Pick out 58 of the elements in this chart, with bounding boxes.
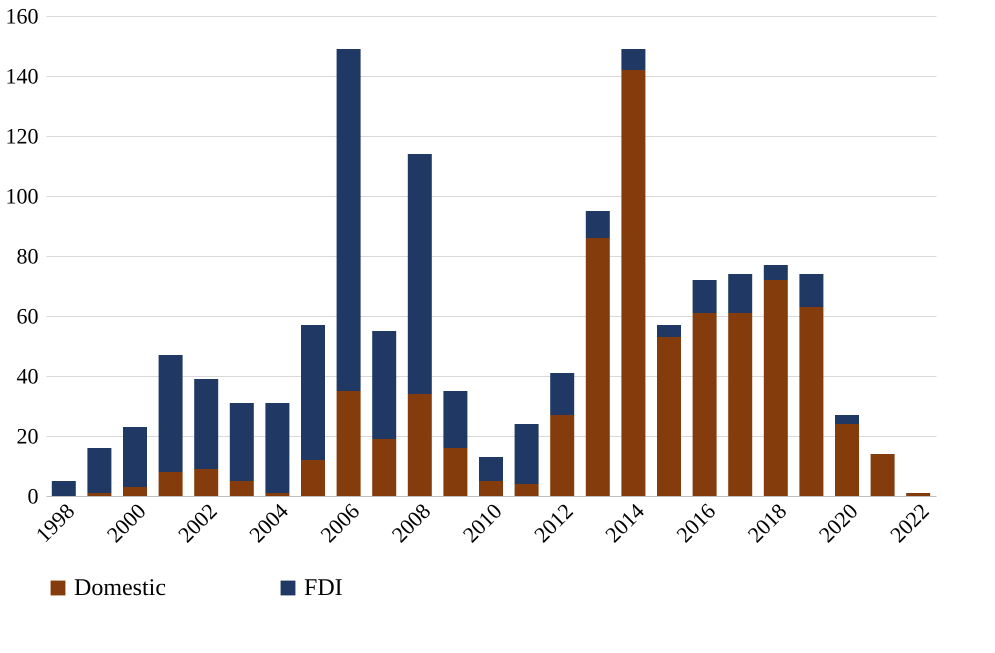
bar	[799, 307, 824, 496]
bar	[586, 238, 610, 496]
bar	[835, 415, 859, 424]
y-tick-label: 60	[16, 304, 38, 328]
y-tick-label: 160	[6, 4, 38, 28]
bar	[657, 337, 681, 496]
y-tick-label: 40	[16, 364, 38, 388]
bar	[123, 427, 147, 487]
y-tick-label: 0	[28, 484, 38, 508]
bar	[301, 460, 325, 496]
bar	[621, 70, 646, 496]
bar	[621, 49, 646, 70]
bar	[906, 493, 930, 496]
bar	[657, 325, 681, 337]
bar	[230, 403, 254, 481]
bar	[764, 265, 788, 280]
y-tick-label: 120	[6, 124, 38, 148]
bar	[408, 394, 432, 496]
bar	[158, 355, 183, 472]
y-tick-label: 20	[16, 424, 38, 448]
bar	[479, 457, 503, 481]
bar	[87, 493, 112, 496]
bar	[336, 391, 361, 496]
legend-label: FDI	[304, 575, 343, 601]
bar	[443, 391, 468, 448]
bar	[799, 274, 824, 307]
y-tick-label: 140	[6, 64, 38, 88]
bar	[550, 415, 574, 496]
bar	[835, 424, 859, 496]
bar	[728, 274, 752, 313]
bar	[550, 373, 574, 415]
bar	[265, 493, 290, 496]
bar	[514, 484, 539, 496]
bar	[870, 454, 895, 496]
bar	[692, 280, 717, 313]
bar	[230, 481, 254, 496]
bar	[372, 439, 396, 496]
y-tick-label: 100	[6, 184, 38, 208]
bar	[479, 481, 503, 496]
bar	[443, 448, 468, 496]
bar	[728, 313, 752, 496]
legend-label: Domestic	[74, 575, 166, 601]
bar	[514, 424, 539, 484]
bar	[87, 448, 112, 493]
bar	[408, 154, 432, 394]
bar	[265, 403, 290, 493]
bar	[194, 469, 218, 496]
bar	[372, 331, 396, 439]
bar	[336, 49, 361, 391]
bar	[52, 481, 76, 496]
bar	[764, 280, 788, 496]
bar	[586, 211, 610, 238]
bar	[692, 313, 717, 496]
bar	[301, 325, 325, 460]
bar	[194, 379, 218, 469]
bar	[123, 487, 147, 496]
bar	[158, 472, 183, 496]
y-tick-label: 80	[16, 244, 38, 268]
